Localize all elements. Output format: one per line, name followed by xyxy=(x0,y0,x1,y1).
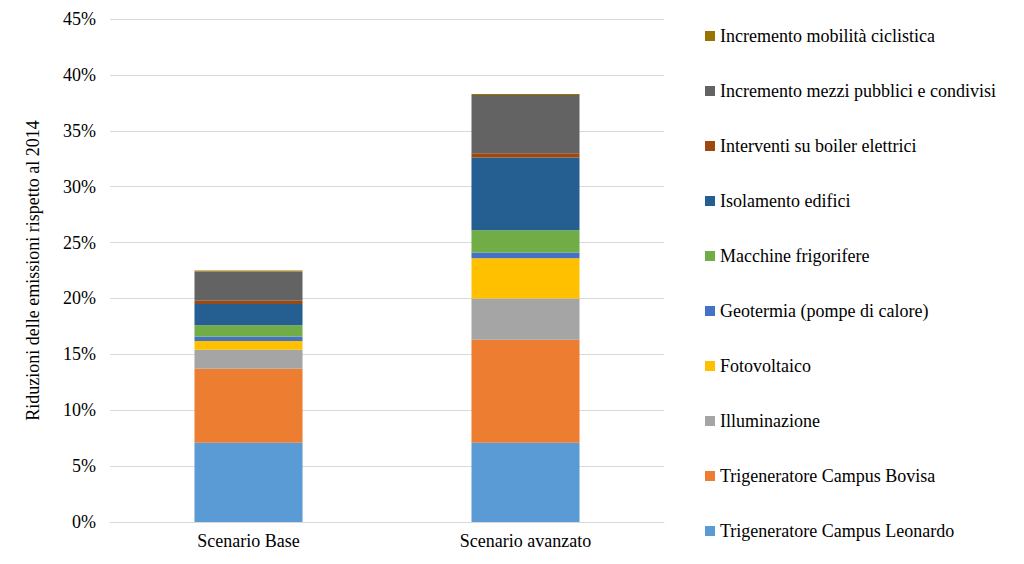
svg-text:Trigeneratore Campus Leonardo: Trigeneratore Campus Leonardo xyxy=(720,521,954,541)
svg-text:Scenario Base: Scenario Base xyxy=(197,531,299,551)
svg-text:30%: 30% xyxy=(63,177,96,197)
svg-text:10%: 10% xyxy=(63,400,96,420)
svg-text:20%: 20% xyxy=(63,288,96,308)
svg-text:15%: 15% xyxy=(63,344,96,364)
svg-text:40%: 40% xyxy=(63,65,96,85)
svg-text:Scenario avanzato: Scenario avanzato xyxy=(460,531,591,551)
svg-text:Incremento mobilità ciclistica: Incremento mobilità ciclistica xyxy=(720,26,935,46)
svg-text:Riduzioni delle emissioni risp: Riduzioni delle emissioni rispetto al 20… xyxy=(23,120,43,420)
svg-text:25%: 25% xyxy=(63,233,96,253)
svg-text:Macchine frigorifere: Macchine frigorifere xyxy=(720,246,869,266)
svg-text:Fotovoltaico: Fotovoltaico xyxy=(720,356,811,376)
svg-text:0%: 0% xyxy=(72,512,96,532)
svg-text:Isolamento edifici: Isolamento edifici xyxy=(720,191,850,211)
svg-text:35%: 35% xyxy=(63,121,96,141)
svg-text:Interventi su boiler elettrici: Interventi su boiler elettrici xyxy=(720,136,916,156)
svg-text:5%: 5% xyxy=(72,456,96,476)
svg-text:Geotermia (pompe di calore): Geotermia (pompe di calore) xyxy=(720,301,928,322)
svg-text:Incremento mezzi pubblici e co: Incremento mezzi pubblici e condivisi xyxy=(720,81,996,101)
svg-text:45%: 45% xyxy=(63,9,96,29)
svg-text:Illuminazione: Illuminazione xyxy=(720,411,820,431)
svg-text:Trigeneratore Campus Bovisa: Trigeneratore Campus Bovisa xyxy=(720,466,935,486)
